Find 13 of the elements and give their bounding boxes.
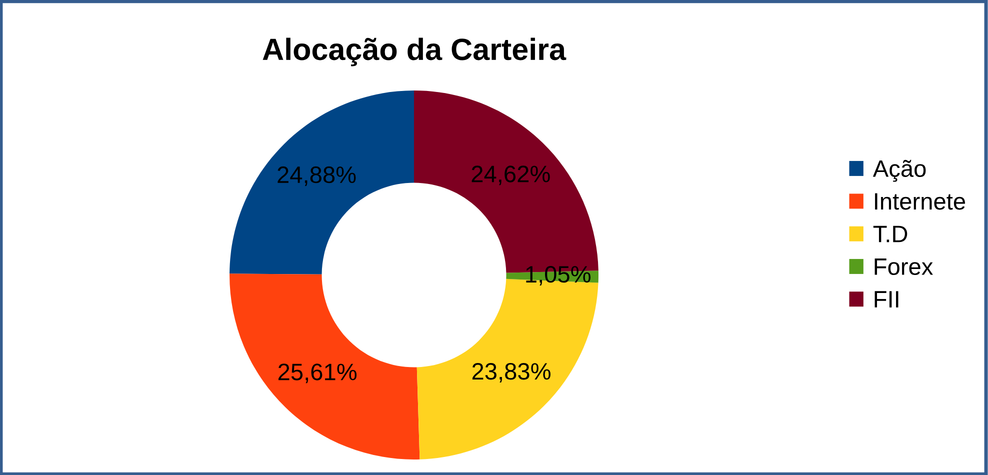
legend-label: Ação (872, 160, 926, 182)
donut-slice (230, 90, 414, 274)
data-label: 25,61% (278, 364, 357, 384)
data-label: 1,05% (526, 266, 591, 286)
data-label: 24,88% (278, 166, 356, 186)
legend-label: T.D (873, 226, 908, 242)
legend-label: Internete (875, 193, 966, 210)
chart-title: Alocação da Carteira (262, 38, 566, 66)
data-label: 23,83% (472, 362, 550, 382)
donut-slice (230, 274, 420, 460)
data-label: 24,62% (472, 166, 550, 186)
legend-label: FII (874, 291, 898, 308)
legend-label: Forex (874, 258, 933, 276)
